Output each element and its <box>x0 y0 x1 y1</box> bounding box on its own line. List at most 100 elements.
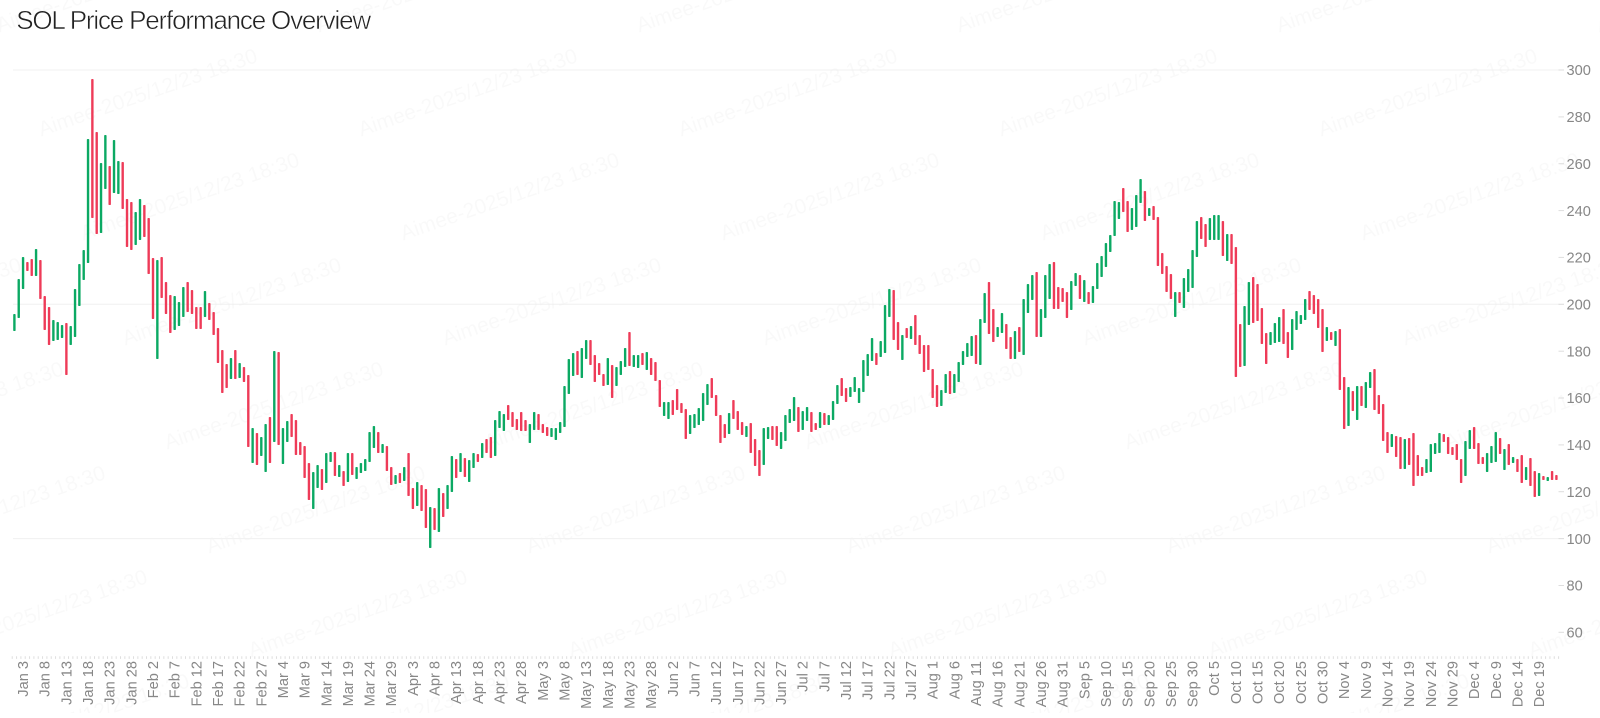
svg-text:Aimee-2025/12/23 18:30: Aimee-2025/12/23 18:30 <box>1205 566 1430 663</box>
svg-text:180: 180 <box>1567 344 1591 360</box>
svg-text:Dec 9: Dec 9 <box>1489 661 1505 699</box>
svg-text:Jan 8: Jan 8 <box>38 661 54 697</box>
svg-text:May 23: May 23 <box>623 661 639 709</box>
svg-text:Nov 29: Nov 29 <box>1446 661 1462 707</box>
svg-text:May 28: May 28 <box>644 661 660 709</box>
svg-text:Mar 24: Mar 24 <box>363 661 379 706</box>
svg-text:Aimee-2025/12/23 18:30: Aimee-2025/12/23 18:30 <box>1273 0 1498 37</box>
svg-text:Jul 27: Jul 27 <box>904 661 920 700</box>
svg-text:Aimee-2025/12/23 18:30: Aimee-2025/12/23 18:30 <box>565 566 790 663</box>
svg-text:Apr 3: Apr 3 <box>406 661 422 696</box>
svg-text:60: 60 <box>1567 626 1583 642</box>
svg-text:Oct 20: Oct 20 <box>1272 661 1288 704</box>
svg-text:Sep 25: Sep 25 <box>1164 661 1180 707</box>
svg-text:Feb 17: Feb 17 <box>211 661 227 706</box>
svg-text:Aimee-2025/12/23 18:30: Aimee-2025/12/23 18:30 <box>953 0 1178 37</box>
svg-text:Aug 26: Aug 26 <box>1034 661 1050 707</box>
svg-text:Jun 27: Jun 27 <box>774 661 790 705</box>
svg-text:240: 240 <box>1567 204 1591 220</box>
svg-text:Feb 27: Feb 27 <box>254 661 270 706</box>
svg-text:100: 100 <box>1567 532 1591 548</box>
svg-text:Aimee-2025/12/23 18:30: Aimee-2025/12/23 18:30 <box>801 358 1026 455</box>
svg-text:Oct 15: Oct 15 <box>1251 661 1267 704</box>
svg-text:Aimee-2025/12/23 18:30: Aimee-2025/12/23 18:30 <box>1315 45 1540 142</box>
svg-text:May 8: May 8 <box>558 661 574 701</box>
svg-text:Jun 2: Jun 2 <box>666 661 682 697</box>
svg-text:Jan 3: Jan 3 <box>16 661 32 697</box>
svg-text:Aimee-2025/12/23 18:30: Aimee-2025/12/23 18:30 <box>995 45 1220 142</box>
svg-text:Aug 21: Aug 21 <box>1012 661 1028 707</box>
svg-text:Jan 28: Jan 28 <box>124 661 140 705</box>
svg-text:Aimee-2025/12/23 18:30: Aimee-2025/12/23 18:30 <box>0 462 108 559</box>
svg-text:Aimee-2025/12/23 18:30: Aimee-2025/12/23 18:30 <box>0 254 24 351</box>
svg-text:Apr 23: Apr 23 <box>493 661 509 704</box>
svg-text:Aimee-2025/12/23 18:30: Aimee-2025/12/23 18:30 <box>1037 149 1262 246</box>
svg-text:Nov 24: Nov 24 <box>1424 661 1440 707</box>
svg-text:Apr 28: Apr 28 <box>514 661 530 704</box>
svg-text:Jun 22: Jun 22 <box>752 661 768 705</box>
svg-text:Aimee-2025/12/23 18:30: Aimee-2025/12/23 18:30 <box>77 149 302 246</box>
svg-text:Jan 18: Jan 18 <box>81 661 97 705</box>
svg-text:200: 200 <box>1567 298 1591 314</box>
svg-text:Aimee-2025/12/23 18:30: Aimee-2025/12/23 18:30 <box>0 358 66 455</box>
svg-text:Aimee-2025/12/23 18:30: Aimee-2025/12/23 18:30 <box>759 254 984 351</box>
svg-text:Aug 16: Aug 16 <box>991 661 1007 707</box>
svg-text:Jun 12: Jun 12 <box>709 661 725 705</box>
svg-text:Aimee-2025/12/23 18:30: Aimee-2025/12/23 18:30 <box>397 149 622 246</box>
svg-text:Mar 29: Mar 29 <box>384 661 400 706</box>
svg-text:Jan 13: Jan 13 <box>59 661 75 705</box>
svg-text:Apr 13: Apr 13 <box>449 661 465 704</box>
svg-text:Aug 31: Aug 31 <box>1056 661 1072 707</box>
svg-text:Jul 12: Jul 12 <box>839 661 855 700</box>
svg-text:Oct 10: Oct 10 <box>1229 661 1245 704</box>
svg-text:Feb 2: Feb 2 <box>146 661 162 698</box>
svg-text:Aimee-2025/12/23 18:30: Aimee-2025/12/23 18:30 <box>885 566 1110 663</box>
svg-text:Jul 7: Jul 7 <box>817 661 833 692</box>
svg-text:May 13: May 13 <box>579 661 595 709</box>
svg-text:Sep 15: Sep 15 <box>1121 661 1137 707</box>
svg-text:160: 160 <box>1567 391 1591 407</box>
svg-text:260: 260 <box>1567 157 1591 173</box>
svg-text:Aimee-2025/12/23 18:30: Aimee-2025/12/23 18:30 <box>1593 0 1600 37</box>
svg-text:Aimee-2025/12/23 18:30: Aimee-2025/12/23 18:30 <box>355 45 580 142</box>
svg-text:Mar 4: Mar 4 <box>276 661 292 698</box>
svg-text:Aimee-2025/12/23 18:30: Aimee-2025/12/23 18:30 <box>35 45 260 142</box>
svg-text:Aimee-2025/12/23 18:30: Aimee-2025/12/23 18:30 <box>1163 462 1388 559</box>
svg-text:Aimee-2025/12/23 18:30: Aimee-2025/12/23 18:30 <box>717 149 942 246</box>
svg-text:Aimee-2025/12/23 18:30: Aimee-2025/12/23 18:30 <box>1357 149 1582 246</box>
svg-text:Dec 19: Dec 19 <box>1532 661 1548 707</box>
svg-text:Sep 10: Sep 10 <box>1099 661 1115 707</box>
svg-text:Mar 19: Mar 19 <box>341 661 357 706</box>
svg-text:Aimee-2025/12/23 18:30: Aimee-2025/12/23 18:30 <box>843 462 1068 559</box>
svg-text:Sep 20: Sep 20 <box>1142 661 1158 707</box>
svg-text:Mar 9: Mar 9 <box>298 661 314 698</box>
svg-text:Jul 22: Jul 22 <box>882 661 898 700</box>
svg-text:Oct 25: Oct 25 <box>1294 661 1310 704</box>
svg-text:Aug 1: Aug 1 <box>926 661 942 699</box>
svg-text:Apr 18: Apr 18 <box>471 661 487 704</box>
svg-text:Jul 17: Jul 17 <box>861 661 877 700</box>
svg-text:Nov 9: Nov 9 <box>1359 661 1375 699</box>
svg-text:220: 220 <box>1567 251 1591 267</box>
svg-text:120: 120 <box>1567 485 1591 501</box>
svg-text:Sep 5: Sep 5 <box>1077 661 1093 699</box>
svg-text:Sep 30: Sep 30 <box>1186 661 1202 707</box>
svg-text:Aimee-2025/12/23 18:30: Aimee-2025/12/23 18:30 <box>0 566 150 663</box>
svg-text:Mar 14: Mar 14 <box>319 661 335 706</box>
svg-text:Oct 5: Oct 5 <box>1207 661 1223 696</box>
svg-text:Nov 19: Nov 19 <box>1402 661 1418 707</box>
svg-text:140: 140 <box>1567 438 1591 454</box>
svg-text:Feb 12: Feb 12 <box>189 661 205 706</box>
svg-text:Aimee-2025/12/23 18:30: Aimee-2025/12/23 18:30 <box>675 45 900 142</box>
svg-text:Aimee-2025/12/23 18:30: Aimee-2025/12/23 18:30 <box>1567 670 1600 713</box>
svg-text:Jun 7: Jun 7 <box>687 661 703 697</box>
svg-text:Aug 11: Aug 11 <box>969 661 985 706</box>
svg-text:Apr 8: Apr 8 <box>428 661 444 696</box>
svg-text:Jul 2: Jul 2 <box>796 661 812 692</box>
svg-text:280: 280 <box>1567 110 1591 126</box>
svg-text:300: 300 <box>1567 63 1591 79</box>
svg-text:Feb 22: Feb 22 <box>233 661 249 706</box>
svg-text:Nov 4: Nov 4 <box>1337 661 1353 699</box>
svg-text:Nov 14: Nov 14 <box>1381 661 1397 707</box>
svg-text:Aimee-2025/12/23 18:30: Aimee-2025/12/23 18:30 <box>633 0 858 37</box>
